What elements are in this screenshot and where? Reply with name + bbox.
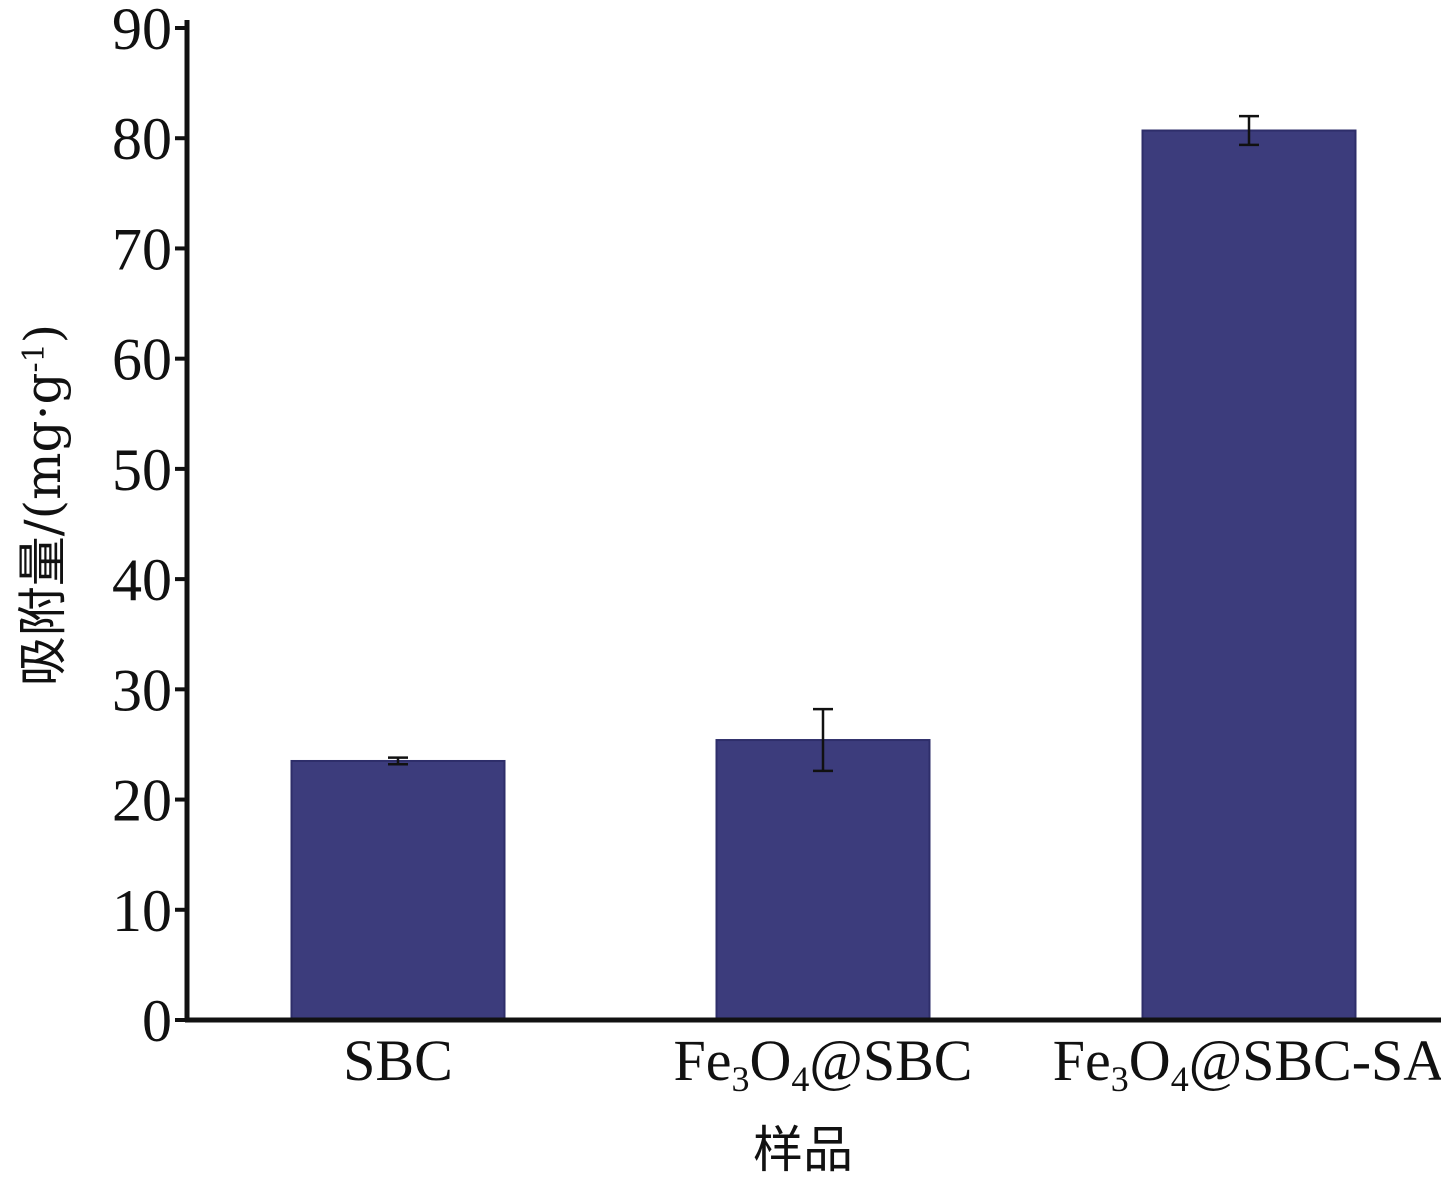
bar <box>290 759 506 1021</box>
x-tick-label: SBC <box>343 1028 453 1093</box>
y-tick-label: 90 <box>112 0 172 62</box>
bars-group <box>290 129 1357 1022</box>
y-ticks-group: 0 10 20 30 40 50 60 70 80 90 <box>112 0 187 1054</box>
error-bar <box>388 756 408 766</box>
x-tick-labels-group: SBC Fe3O4@SBC Fe3O4@SBC-SA <box>343 1028 1441 1099</box>
y-tick-label: 50 <box>112 437 172 503</box>
y-tick-label: 70 <box>112 216 172 282</box>
y-tick-label: 20 <box>112 768 172 834</box>
error-bar <box>1239 114 1259 147</box>
y-axis-title: 吸附量/(mg·g-1) <box>14 324 72 686</box>
x-tick-label: Fe3O4@SBC <box>674 1028 973 1099</box>
error-bars-group <box>388 114 1259 773</box>
y-tick-label: 80 <box>112 106 172 172</box>
y-tick-label: 30 <box>112 657 172 723</box>
bar <box>715 739 931 1022</box>
x-axis-title: 样品 <box>753 1121 853 1179</box>
y-tick-label: 10 <box>112 878 172 944</box>
y-tick-label: 0 <box>142 988 172 1054</box>
error-bar <box>813 707 833 773</box>
y-tick-label: 60 <box>112 327 172 393</box>
y-tick-label: 40 <box>112 547 172 613</box>
bar <box>1141 129 1357 1022</box>
x-tick-label: Fe3O4@SBC-SA <box>1053 1028 1441 1099</box>
